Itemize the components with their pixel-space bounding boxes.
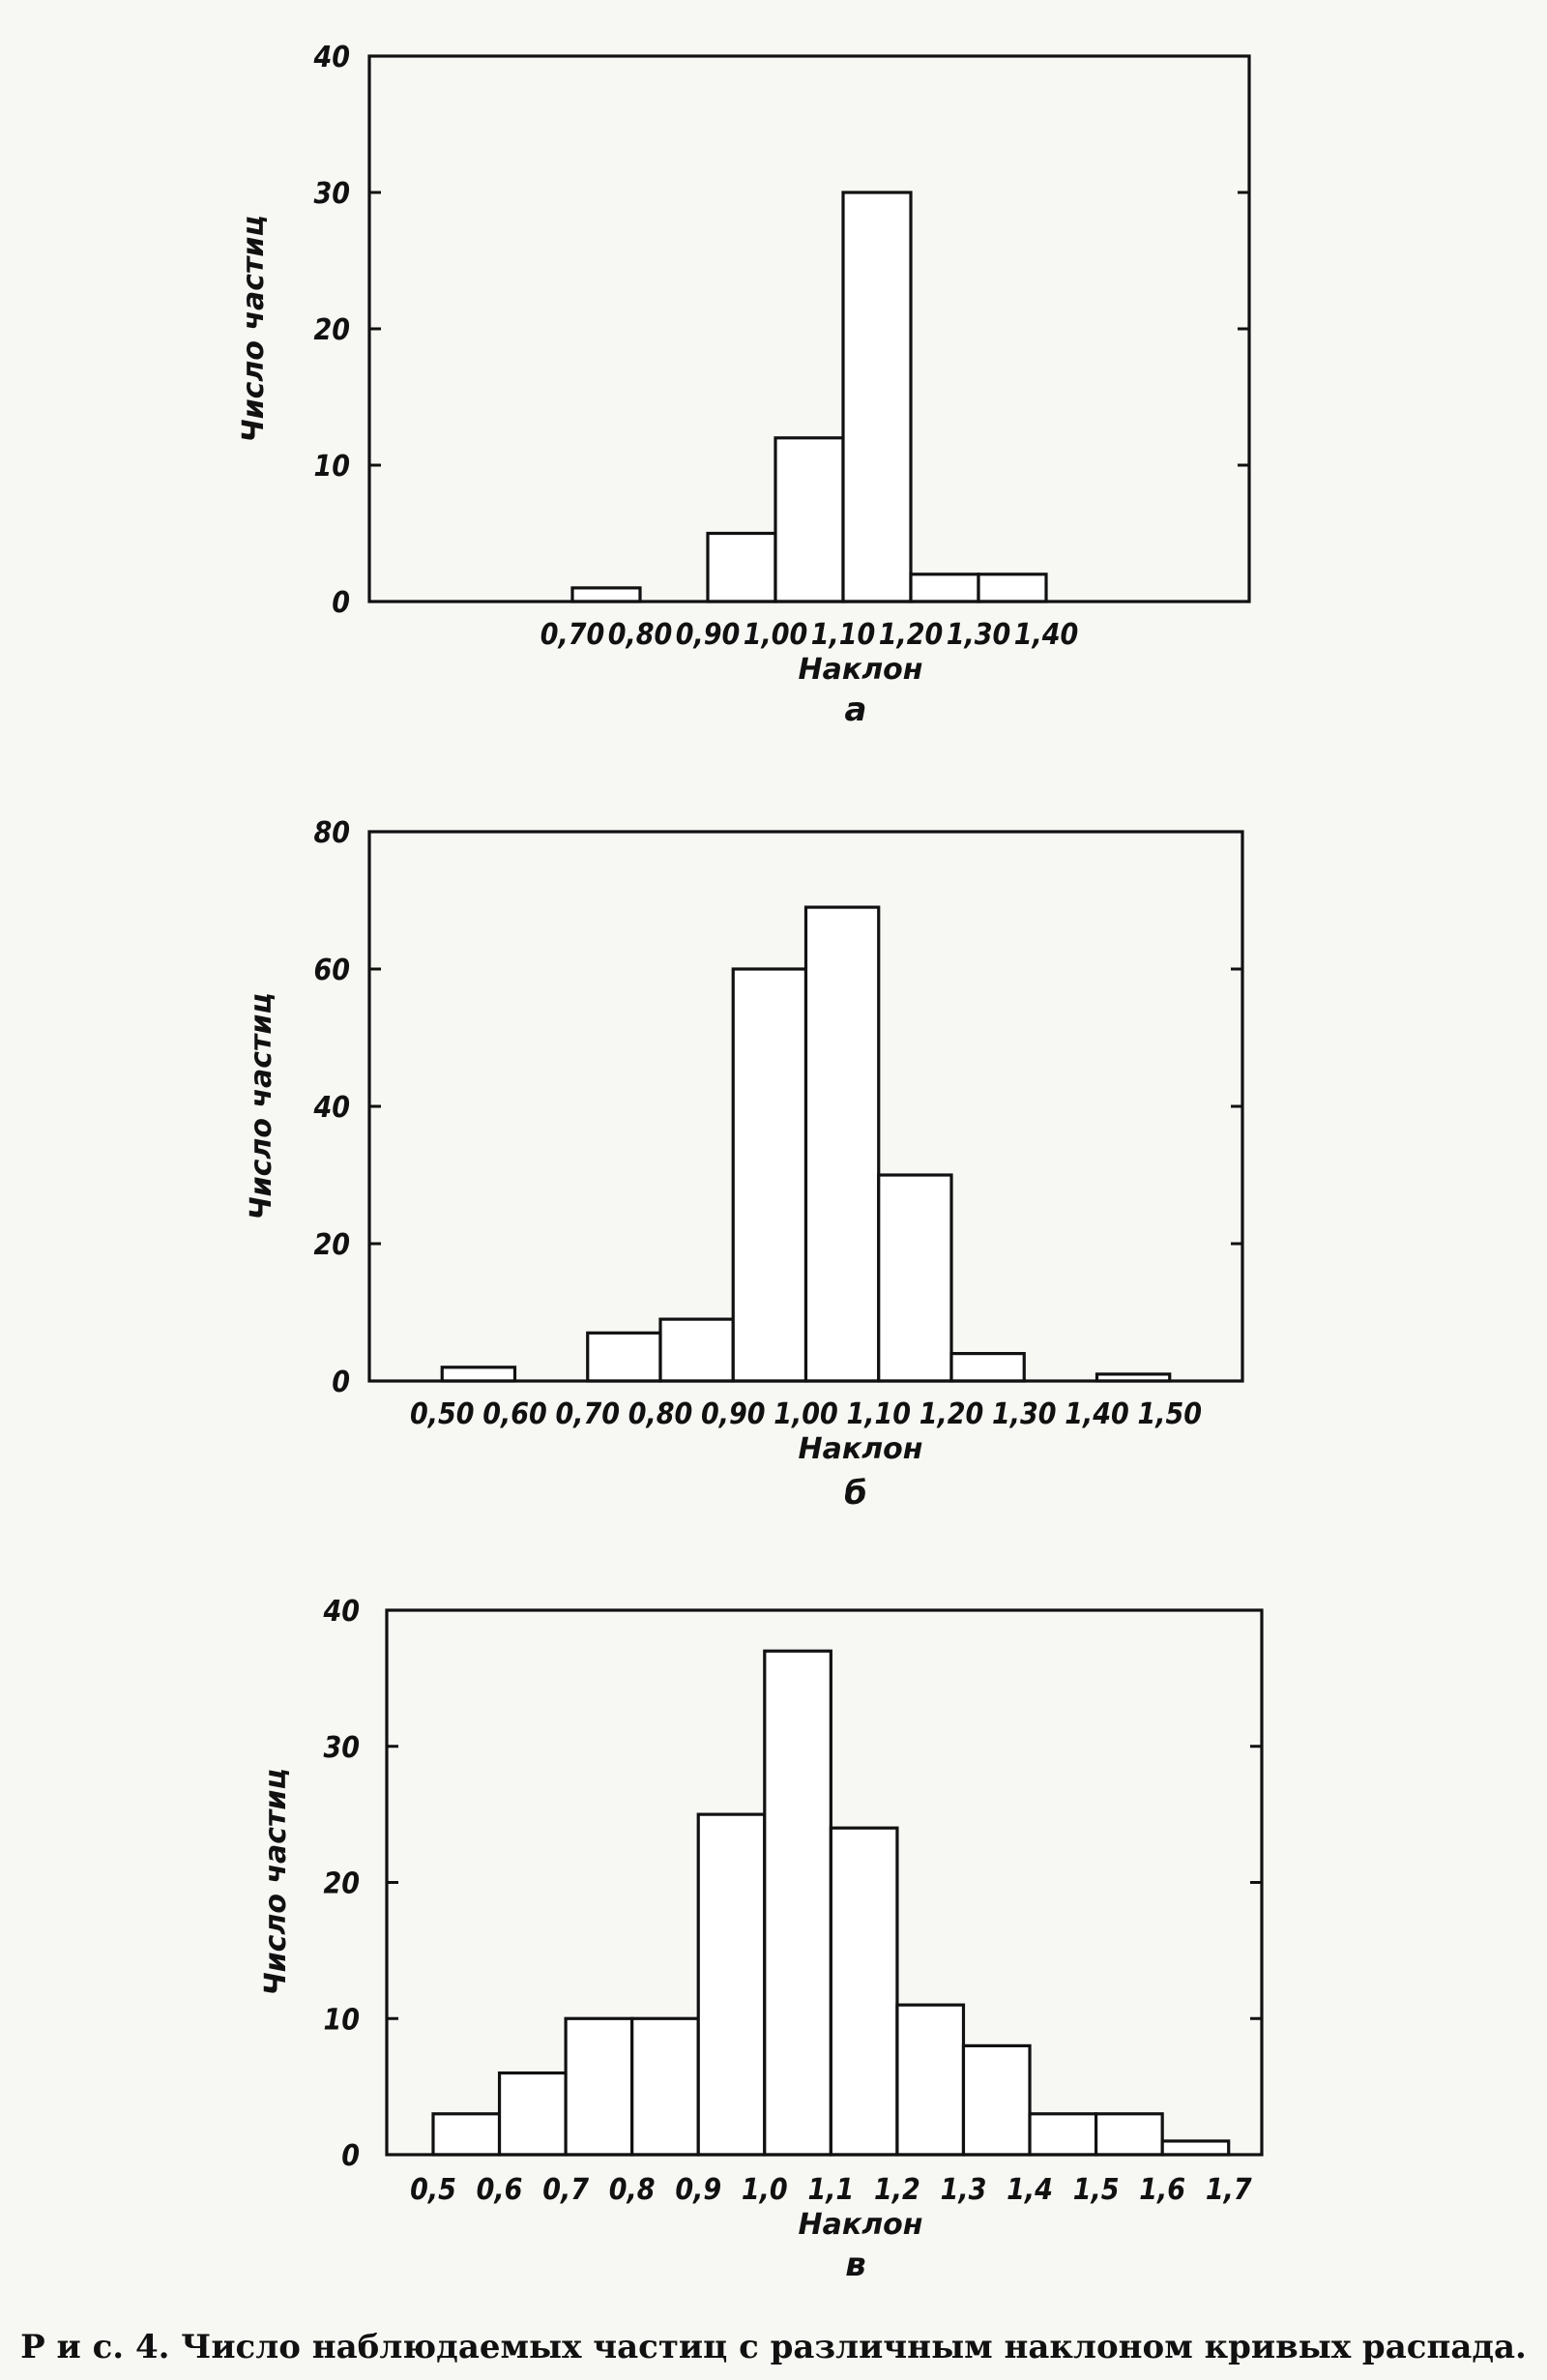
x-tick-label: 1,5 (1073, 2173, 1120, 2207)
x-tick-label: 1,20 (879, 618, 944, 652)
y-tick-label: 40 (312, 41, 350, 74)
histogram-bar (763, 1649, 832, 2157)
y-tick-label: 10 (313, 450, 350, 484)
y-axis-title: Число частиц (259, 1768, 293, 1995)
histogram-panel-a: 0 10 20 30 40 0,70 0,80 0,90 1,00 1,10 1,20 1,30 1,4… (237, 41, 1251, 729)
x-tick-label: 0,60 (482, 1397, 547, 1431)
histogram-panel-b: 0 20 40 60 80 0,50 0,60 0,70 0,80 0,90 1,00 1,10 1,2… (245, 816, 1244, 1513)
y-axis-title: Число частиц (245, 992, 278, 1219)
x-tick-label: 0,70 (540, 618, 605, 652)
histogram-bar (706, 531, 777, 603)
histogram-bar (909, 573, 980, 603)
panel-sublabel: в (845, 2246, 866, 2284)
figure-caption: Р и с. 4. Число наблюдаемых частиц с раз… (20, 2328, 1527, 2366)
histogram-bar (977, 573, 1048, 603)
x-tick-label: 0,80 (628, 1397, 693, 1431)
x-axis-title: Наклон (798, 1432, 922, 1466)
histogram-bar (497, 2071, 568, 2157)
histogram-bar (829, 1826, 899, 2157)
x-tick-label: 1,0 (742, 2173, 788, 2207)
x-tick-label: 1,30 (992, 1397, 1057, 1431)
y-tick-label: 10 (323, 2003, 360, 2037)
panel-sublabel: а (845, 690, 867, 729)
x-tick-label: 1,4 (1007, 2173, 1053, 2207)
histogram-bar (1028, 2112, 1098, 2157)
y-tick-label: 30 (313, 177, 350, 211)
y-tick-label: 20 (313, 1228, 350, 1262)
histogram-bar (696, 1812, 767, 2157)
x-tick-label: 1,00 (774, 1397, 838, 1431)
histogram-bar (1160, 2139, 1231, 2157)
x-tick-label: 1,40 (1065, 1397, 1129, 1431)
panel-sublabel: б (844, 1474, 867, 1513)
histogram-bar (731, 967, 808, 1383)
x-axis-title: Наклон (798, 2208, 922, 2242)
x-tick-label: 0,5 (410, 2173, 456, 2207)
x-tick-label: 1,50 (1137, 1397, 1202, 1431)
x-tick-label: 1,1 (807, 2173, 854, 2207)
x-tick-label: 0,7 (542, 2173, 589, 2207)
histogram-bar (630, 2016, 700, 2157)
histogram-bar (564, 2016, 634, 2157)
x-tick-label: 1,10 (846, 1397, 911, 1431)
histogram-bar (658, 1317, 735, 1383)
x-tick-label: 0,8 (609, 2173, 656, 2207)
y-tick-label: 30 (323, 1731, 360, 1765)
y-axis-title: Число частиц (237, 215, 271, 442)
histogram-bar (877, 1173, 953, 1383)
histogram-bar (1094, 2112, 1164, 2157)
histogram-bar (803, 905, 881, 1383)
y-tick-label: 40 (312, 1091, 350, 1125)
y-tick-label: 0 (332, 586, 350, 620)
histogram-bar (961, 2043, 1032, 2157)
histogram-bar (586, 1331, 662, 1383)
y-tick-label: 80 (313, 816, 350, 850)
histogram-panel-v: 0 10 20 30 40 0,5 0,6 0,7 0,8 0,9 1,0 1,1 1,2 1,3 1,4 1… (259, 1595, 1264, 2284)
histogram-bar (841, 191, 913, 603)
y-tick-label: 0 (332, 1366, 350, 1399)
y-tick-label: 60 (313, 954, 350, 987)
y-tick-label: 20 (323, 1867, 360, 1901)
histogram-bar (895, 2003, 966, 2157)
x-tick-label: 1,00 (744, 618, 808, 652)
x-tick-label: 1,7 (1206, 2173, 1252, 2207)
x-tick-label: 1,40 (1014, 618, 1079, 652)
histogram-bar (570, 586, 642, 603)
x-tick-label: 0,90 (701, 1397, 766, 1431)
histogram-bar (440, 1366, 517, 1383)
histogram-bar (949, 1351, 1026, 1383)
x-tick-label: 1,6 (1139, 2173, 1185, 2207)
x-tick-label: 0,6 (477, 2173, 523, 2207)
y-tick-label: 40 (322, 1595, 360, 1629)
x-tick-label: 0,90 (676, 618, 741, 652)
x-tick-label: 1,20 (919, 1397, 984, 1431)
x-tick-label: 1,30 (947, 618, 1011, 652)
x-axis-title: Наклон (798, 653, 922, 687)
histogram-bar (431, 2112, 502, 2157)
histogram-bar (774, 436, 845, 603)
x-tick-label: 1,10 (811, 618, 876, 652)
x-tick-label: 0,70 (555, 1397, 620, 1431)
x-tick-label: 0,80 (608, 618, 673, 652)
x-tick-label: 0,9 (675, 2173, 721, 2207)
x-tick-label: 1,2 (874, 2173, 920, 2207)
x-tick-label: 1,3 (941, 2173, 987, 2207)
x-tick-label: 0,50 (410, 1397, 475, 1431)
y-tick-label: 0 (341, 2139, 360, 2173)
y-tick-label: 20 (313, 313, 350, 347)
